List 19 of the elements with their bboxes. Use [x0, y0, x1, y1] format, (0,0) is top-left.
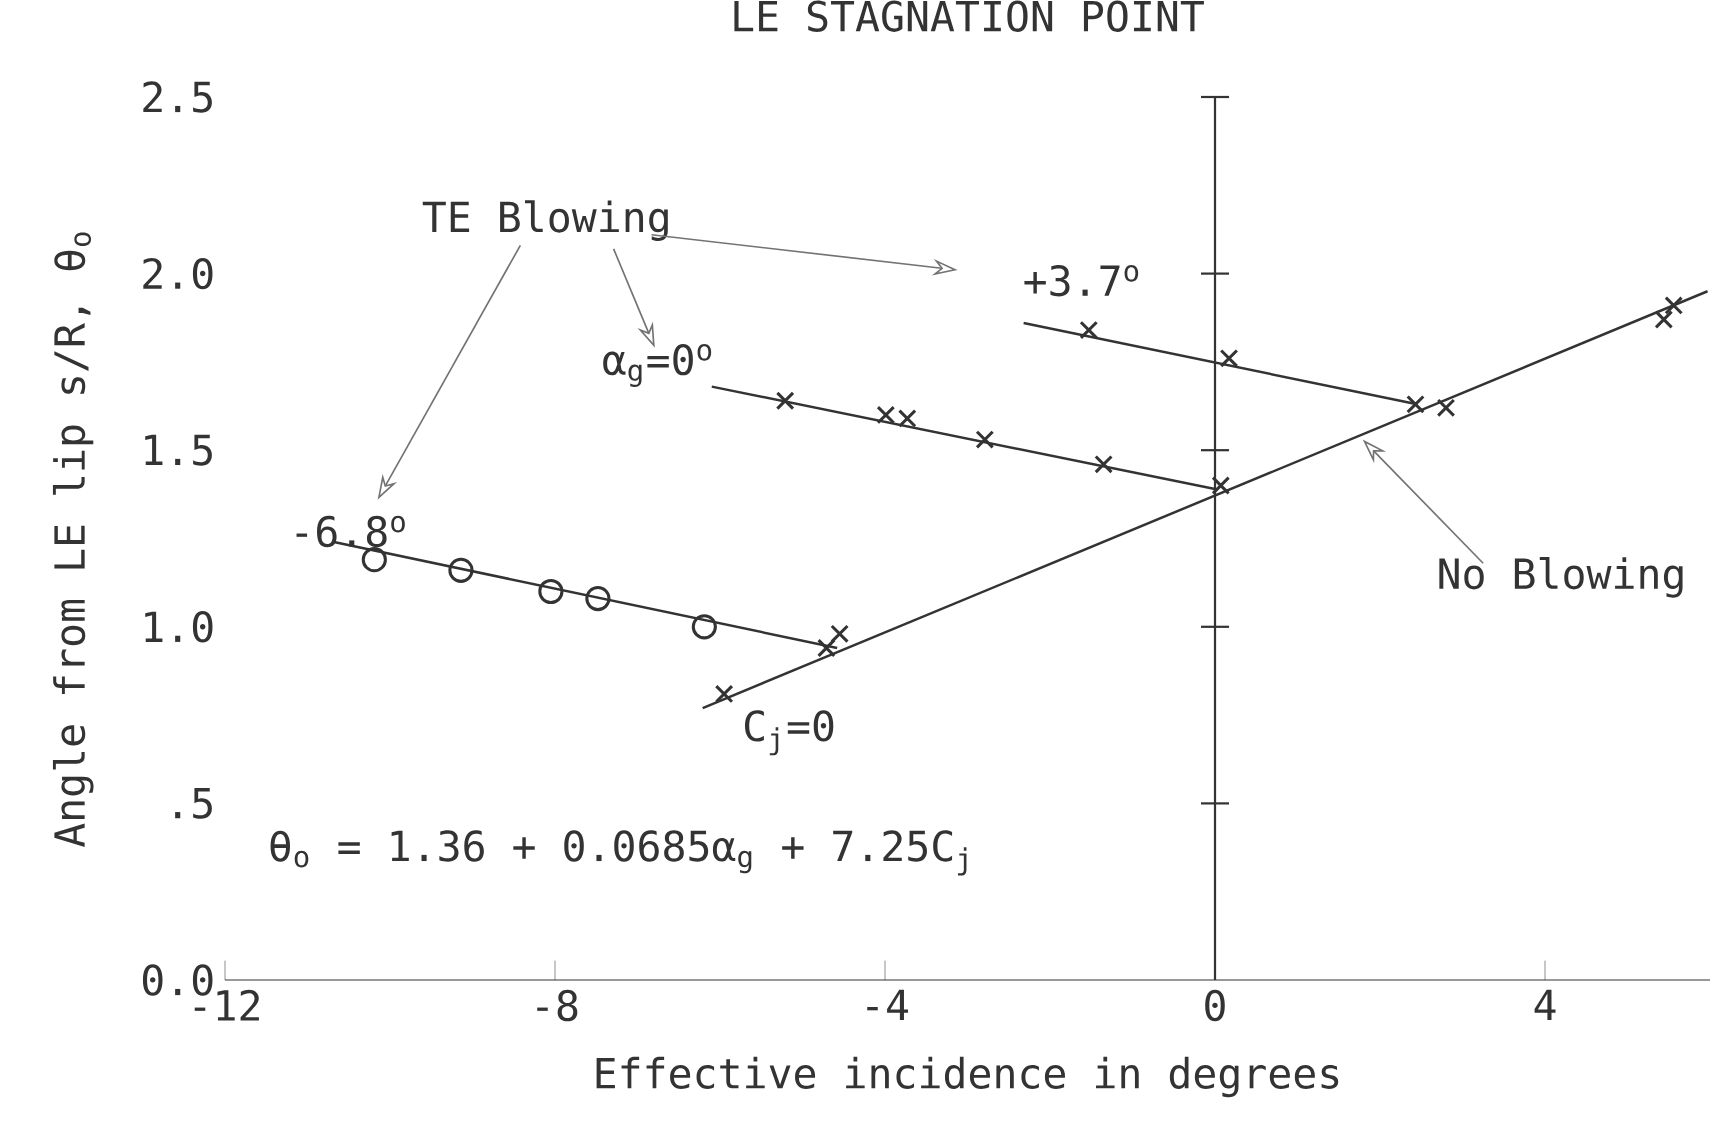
annotation: -6.8$^{o}$: [296, 515, 405, 548]
y-axis-title: Angle from LE lip s/R, θ$_{o}$: [52, 232, 94, 848]
annotation: No Blowing: [1439, 557, 1683, 598]
annotation: TE Blowing: [422, 200, 668, 241]
chart-title: LE STAGNATION POINT: [734, 0, 1204, 32]
x-axis-title: Effective incidence in degrees: [596, 1056, 1339, 1098]
annotation: C$_{j}$=0: [744, 710, 834, 756]
y-tick-label: 1.5: [145, 434, 212, 466]
x-tick-label: -4: [867, 989, 909, 1021]
x-tick-label: -8: [537, 989, 578, 1022]
annotation: θ$_{o}$ = 1.36 + 0.0685α$_{g}$ + 7.25C$_{j}$: [270, 830, 967, 876]
y-tick-label: .5: [175, 787, 212, 819]
y-tick-label: 2.5: [143, 81, 212, 113]
x-tick-label: 4: [1534, 989, 1556, 1021]
y-tick-label: 1.0: [145, 611, 213, 643]
annotation: α$_{g}$=0$^{o}$: [603, 343, 712, 387]
annotation: +3.7$^{o}$: [1024, 264, 1139, 297]
x-tick-label: 0: [1205, 989, 1225, 1022]
y-tick-label: 2.0: [143, 257, 213, 290]
